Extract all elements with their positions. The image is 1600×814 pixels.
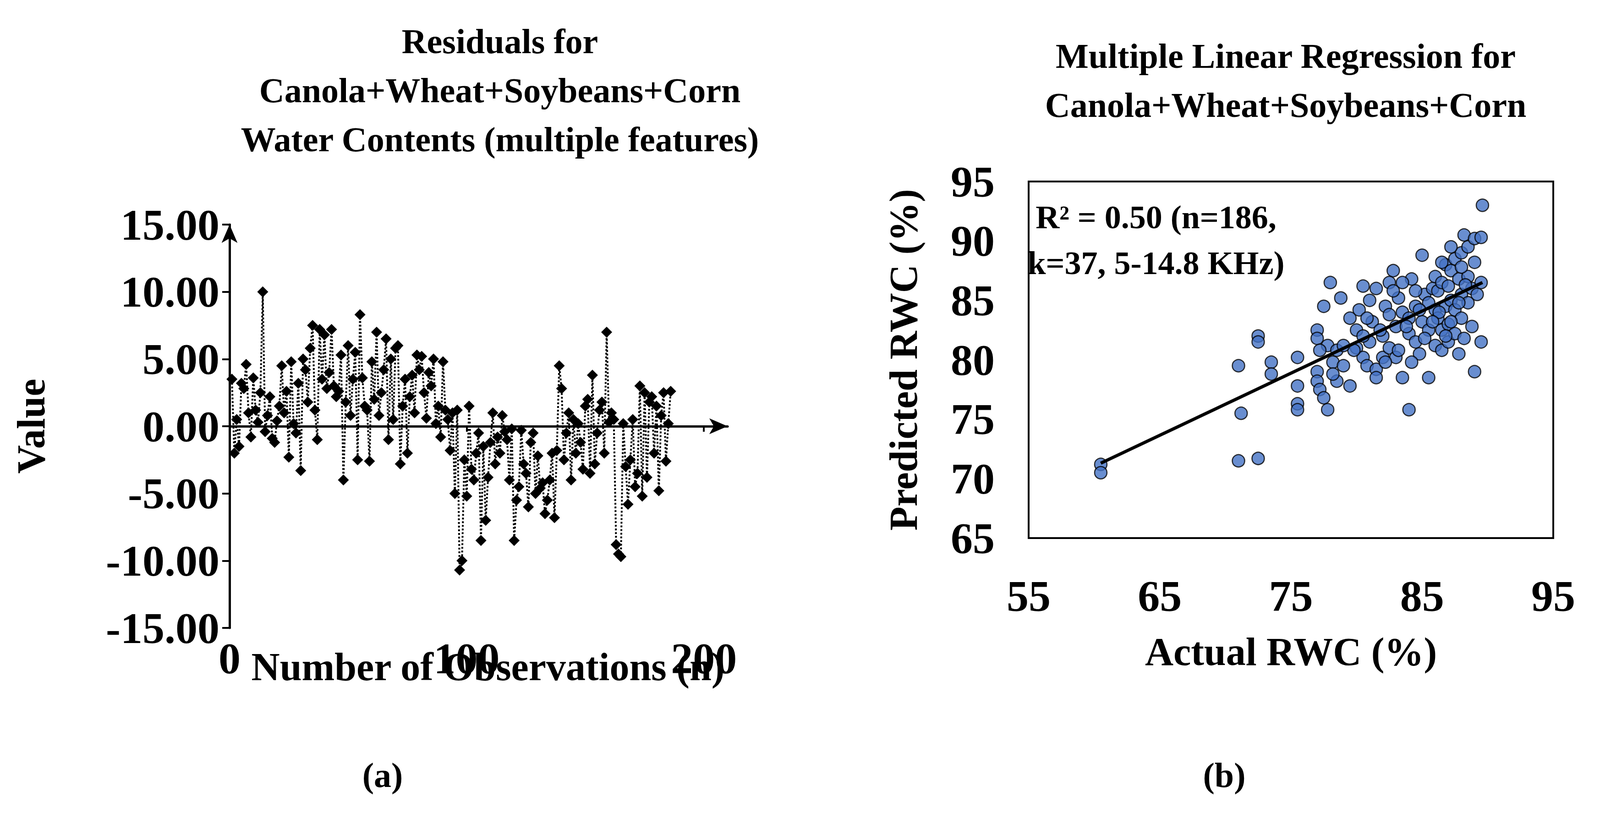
svg-text:Actual RWC (%): Actual RWC (%) bbox=[1145, 629, 1437, 674]
svg-text:-15.00: -15.00 bbox=[105, 603, 220, 653]
svg-text:95: 95 bbox=[950, 157, 995, 207]
svg-text:15.00: 15.00 bbox=[120, 200, 220, 250]
svg-text:65: 65 bbox=[1137, 571, 1182, 621]
svg-text:0: 0 bbox=[218, 633, 241, 683]
svg-text:Canola+Wheat+Soybeans+Corn: Canola+Wheat+Soybeans+Corn bbox=[259, 71, 741, 110]
svg-text:75: 75 bbox=[1269, 571, 1314, 621]
svg-text:75: 75 bbox=[950, 394, 995, 444]
svg-text:70: 70 bbox=[950, 454, 995, 504]
svg-text:10.00: 10.00 bbox=[120, 267, 220, 317]
svg-text:Water Contents (multiple featu: Water Contents (multiple features) bbox=[241, 120, 760, 159]
svg-text:Value: Value bbox=[9, 378, 54, 474]
svg-text:-5.00: -5.00 bbox=[127, 468, 220, 518]
svg-text:Residuals for: Residuals for bbox=[401, 21, 599, 61]
svg-text:80: 80 bbox=[950, 335, 995, 385]
svg-text:85: 85 bbox=[950, 275, 995, 325]
svg-text:Canola+Wheat+Soybeans+Corn: Canola+Wheat+Soybeans+Corn bbox=[1045, 85, 1527, 125]
svg-text:85: 85 bbox=[1400, 571, 1445, 621]
svg-text:(b): (b) bbox=[1203, 755, 1246, 795]
svg-text:Predicted RWC (%): Predicted RWC (%) bbox=[881, 188, 926, 531]
svg-text:5.00: 5.00 bbox=[142, 334, 220, 384]
svg-text:k=37, 5-14.8 KHz): k=37, 5-14.8 KHz) bbox=[1027, 244, 1285, 282]
svg-text:65: 65 bbox=[950, 513, 995, 563]
svg-text:55: 55 bbox=[1006, 571, 1051, 621]
svg-text:R² = 0.50 (n=186,: R² = 0.50 (n=186, bbox=[1035, 198, 1277, 236]
svg-text:90: 90 bbox=[950, 216, 995, 266]
svg-text:95: 95 bbox=[1531, 571, 1576, 621]
svg-text:Multiple Linear Regression for: Multiple Linear Regression for bbox=[1055, 36, 1516, 76]
svg-text:(a): (a) bbox=[362, 755, 404, 795]
svg-text:Number of Observations (n): Number of Observations (n) bbox=[251, 644, 725, 689]
svg-text:-10.00: -10.00 bbox=[105, 536, 220, 586]
svg-text:0.00: 0.00 bbox=[142, 401, 220, 451]
